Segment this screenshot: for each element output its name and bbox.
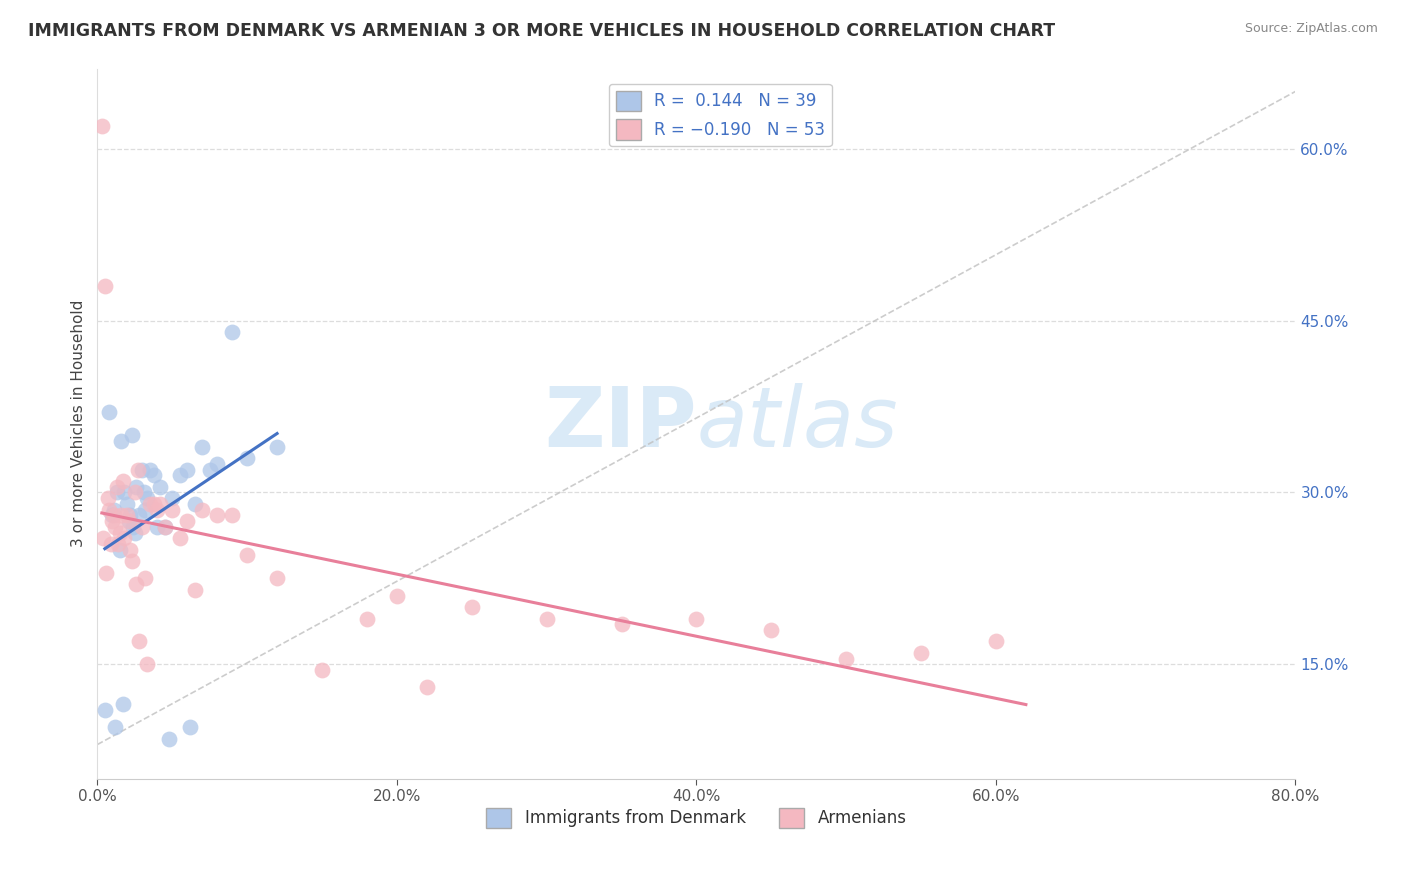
Point (111, 474, 134, 488)
Point (143, 497, 166, 511)
Point (94, 279, 117, 293)
Point (105, 485, 128, 500)
Point (610, 617, 633, 632)
Point (120, 542, 142, 557)
Point (101, 514, 124, 528)
Point (461, 600, 484, 615)
Point (111, 698, 134, 712)
Point (103, 508, 125, 523)
Point (183, 497, 205, 511)
Point (149, 497, 172, 511)
Point (110, 508, 132, 523)
Point (108, 525, 131, 540)
Point (169, 468, 191, 483)
Point (835, 651, 858, 665)
Point (98, 405, 121, 419)
Point (93, 531, 115, 545)
Point (104, 720, 127, 734)
Point (266, 571, 288, 585)
Text: Source: ZipAtlas.com: Source: ZipAtlas.com (1244, 22, 1378, 36)
Point (221, 508, 243, 523)
Point (356, 611, 378, 625)
Point (127, 462, 149, 476)
Point (121, 554, 143, 568)
Point (157, 731, 180, 746)
Point (761, 623, 783, 637)
Point (385, 589, 408, 603)
Point (536, 611, 558, 625)
Point (984, 634, 1007, 648)
Point (266, 440, 288, 454)
Point (183, 582, 205, 597)
Point (191, 502, 214, 516)
Point (105, 480, 128, 494)
Point (191, 440, 214, 454)
Point (128, 508, 150, 523)
Point (94, 703, 117, 717)
Point (128, 634, 150, 648)
Point (90, 119, 112, 133)
Point (124, 485, 146, 500)
Point (143, 468, 166, 483)
Point (121, 428, 143, 442)
Point (112, 531, 135, 545)
Point (110, 434, 132, 448)
Point (205, 508, 228, 523)
Point (236, 549, 259, 563)
Point (169, 531, 191, 545)
Point (198, 462, 221, 476)
Text: IMMIGRANTS FROM DENMARK VS ARMENIAN 3 OR MORE VEHICLES IN HOUSEHOLD CORRELATION : IMMIGRANTS FROM DENMARK VS ARMENIAN 3 OR… (28, 22, 1056, 40)
Point (685, 611, 707, 625)
Point (221, 325, 243, 339)
Point (149, 480, 172, 494)
Point (100, 537, 122, 551)
Point (131, 462, 153, 476)
Point (135, 657, 157, 672)
Point (135, 491, 157, 506)
Point (134, 571, 156, 585)
Text: atlas: atlas (696, 384, 898, 464)
Point (120, 508, 142, 523)
Point (236, 451, 259, 466)
Point (176, 462, 198, 476)
Point (118, 514, 141, 528)
Point (146, 520, 169, 534)
Point (132, 485, 155, 500)
Point (104, 520, 127, 534)
Point (160, 502, 183, 516)
Point (125, 577, 148, 591)
Point (117, 497, 139, 511)
Point (416, 680, 439, 694)
Legend: Immigrants from Denmark, Armenians: Immigrants from Denmark, Armenians (479, 801, 912, 835)
Point (117, 508, 139, 523)
Point (112, 485, 135, 500)
Point (153, 520, 176, 534)
Point (139, 497, 162, 511)
Point (107, 537, 129, 551)
Point (124, 525, 146, 540)
Point (97, 491, 120, 506)
Point (101, 508, 124, 523)
Point (179, 720, 201, 734)
Point (131, 520, 153, 534)
Point (910, 646, 932, 660)
Point (139, 462, 162, 476)
Point (311, 663, 333, 677)
Point (176, 514, 198, 528)
Point (125, 480, 148, 494)
Point (122, 520, 145, 534)
Point (205, 457, 228, 471)
Point (98, 502, 121, 516)
Point (160, 491, 183, 506)
Y-axis label: 3 or more Vehicles in Household: 3 or more Vehicles in Household (72, 300, 86, 548)
Text: ZIP: ZIP (544, 384, 696, 464)
Point (118, 514, 141, 528)
Point (134, 502, 156, 516)
Point (146, 502, 169, 516)
Point (103, 502, 125, 516)
Point (96, 566, 118, 580)
Point (153, 520, 176, 534)
Point (108, 542, 131, 557)
